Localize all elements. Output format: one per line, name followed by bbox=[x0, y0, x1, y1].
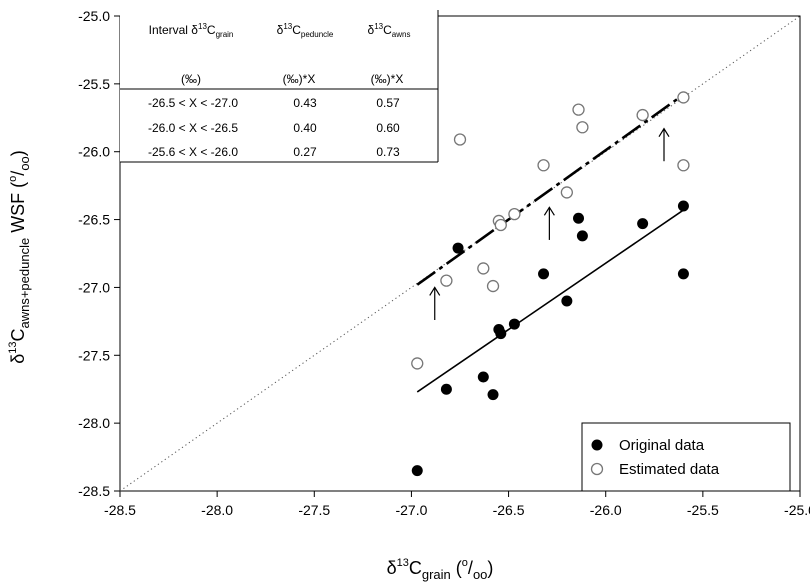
plot-frame bbox=[119, 15, 801, 492]
data-point-original bbox=[677, 268, 689, 280]
data-point-estimated bbox=[494, 218, 507, 232]
arrow-head bbox=[658, 127, 670, 137]
data-point-original bbox=[573, 212, 585, 224]
table-cell: 0.73 bbox=[376, 145, 400, 159]
data-point-original bbox=[411, 465, 423, 477]
x-tick-label: -26.0 bbox=[590, 502, 622, 518]
y-tick-label: -27.5 bbox=[78, 347, 110, 363]
y-tick-label: -25.0 bbox=[78, 8, 110, 24]
y-tick-label: -28.5 bbox=[78, 483, 110, 499]
table-unit-awns: (‰)*X bbox=[371, 72, 404, 86]
table-header-interval: Interval δ13Cgrain bbox=[149, 22, 234, 39]
x-tick-label: -28.5 bbox=[104, 502, 136, 518]
table-cell: -26.0 < X < -26.5 bbox=[148, 121, 238, 135]
legend-box bbox=[581, 422, 791, 492]
data-point-estimated bbox=[411, 357, 424, 370]
data-point-estimated bbox=[508, 207, 521, 221]
data-point-estimated bbox=[537, 159, 550, 172]
legend-label-original: Original data bbox=[619, 437, 705, 454]
data-point-estimated bbox=[576, 121, 589, 134]
legend: Original data Estimated data bbox=[581, 422, 791, 492]
data-point-estimated bbox=[636, 108, 649, 122]
table-cell: 0.57 bbox=[376, 96, 400, 110]
x-tick-label: -25.0 bbox=[784, 502, 810, 518]
data-point-estimated bbox=[560, 186, 574, 199]
y-tick-label: -28.0 bbox=[78, 415, 110, 431]
data-point-original bbox=[487, 389, 499, 401]
table-header-awns: δ13Cawns bbox=[368, 22, 411, 39]
table-cell: -26.5 < X < -27.0 bbox=[148, 96, 238, 110]
table-cell: 0.27 bbox=[293, 145, 317, 159]
fit-line-original bbox=[416, 209, 684, 393]
data-point-original bbox=[508, 318, 520, 330]
data-point-estimated bbox=[477, 262, 490, 275]
arrow-head bbox=[429, 286, 441, 296]
data-point-estimated bbox=[572, 103, 585, 116]
legend-marker-original bbox=[591, 439, 603, 451]
y-tick-label: -27.0 bbox=[78, 279, 110, 295]
data-point-original bbox=[477, 371, 489, 383]
inset-table: Interval δ13Cgrain δ13Cpeduncle δ13Cawns… bbox=[120, 10, 439, 163]
legend-marker-estimated bbox=[590, 462, 604, 476]
plot-layer: -28.5 -28.0 -27.5 -27.0 -26.5 -26.0 -25.5 -25.0… bbox=[78, 8, 810, 518]
x-tick-label: -26.5 bbox=[493, 502, 525, 518]
table-cell: -25.6 < X < -26.0 bbox=[148, 145, 238, 159]
data-point-original bbox=[637, 218, 649, 230]
data-point-original bbox=[452, 242, 464, 254]
data-point-original bbox=[677, 200, 689, 212]
data-point-estimated bbox=[677, 159, 690, 172]
data-point-original bbox=[440, 383, 452, 395]
arrow-head bbox=[543, 206, 555, 216]
x-tick-label: -27.5 bbox=[298, 502, 330, 518]
legend-label-estimated: Estimated data bbox=[619, 461, 720, 478]
data-point-original bbox=[576, 230, 588, 242]
y-tick-label: -26.0 bbox=[78, 144, 110, 160]
data-point-original bbox=[495, 328, 507, 340]
x-axis-title: δ13Cgrain (o/oo) bbox=[387, 557, 494, 582]
x-tick-label: -25.5 bbox=[687, 502, 719, 518]
x-tick-label: -27.0 bbox=[395, 502, 427, 518]
table-cell: 0.40 bbox=[293, 121, 317, 135]
data-point-original bbox=[538, 268, 550, 280]
fit-line-estimated bbox=[416, 93, 685, 286]
data-point-estimated bbox=[453, 133, 467, 146]
table-cell: 0.43 bbox=[293, 96, 317, 110]
table-cell: 0.60 bbox=[376, 121, 400, 135]
y-tick-label: -26.5 bbox=[78, 212, 110, 228]
table-header-peduncle: δ13Cpeduncle bbox=[277, 22, 334, 39]
y-tick-label: -25.5 bbox=[78, 76, 110, 92]
data-point-estimated bbox=[486, 279, 500, 293]
data-point-estimated bbox=[677, 91, 690, 104]
x-tick-label: -28.0 bbox=[201, 502, 233, 518]
data-point-estimated bbox=[440, 274, 453, 287]
table-unit-interval: (‰) bbox=[181, 72, 201, 86]
table-unit-peduncle: (‰)*X bbox=[283, 72, 316, 86]
data-point-original bbox=[561, 295, 573, 307]
y-axis-title: δ13Cawns+peduncle WSF (o/oo) bbox=[7, 150, 32, 364]
